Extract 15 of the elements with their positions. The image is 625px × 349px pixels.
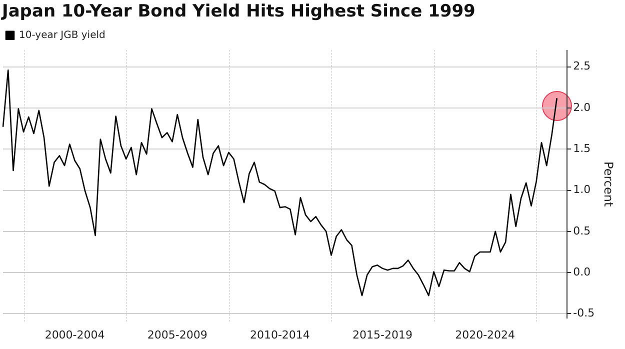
y-tick-label: 1.0: [573, 183, 591, 196]
y-tick-label: 1.5: [573, 142, 591, 155]
x-tick-label: 2010-2014: [250, 328, 310, 342]
y-tick-label: 0.0: [573, 265, 591, 278]
y-tick-label: 2.0: [573, 100, 591, 114]
x-tick-label: 2000-2004: [44, 328, 105, 342]
y-axis-title: Percent: [602, 162, 616, 207]
legend-label: 10-year JGB yield: [19, 30, 106, 41]
y-tick-label: 2.5: [573, 60, 591, 73]
chart-title: Japan 10-Year Bond Yield Hits Highest Since 1999: [1, 2, 476, 22]
y-tick-label: 0.5: [573, 224, 591, 238]
x-tick-label: 2005-2009: [147, 328, 208, 342]
x-tick-label: 2020-2024: [455, 328, 516, 342]
x-tick-label: 2015-2019: [352, 328, 412, 342]
y-tick-label: -0.5: [573, 306, 595, 320]
